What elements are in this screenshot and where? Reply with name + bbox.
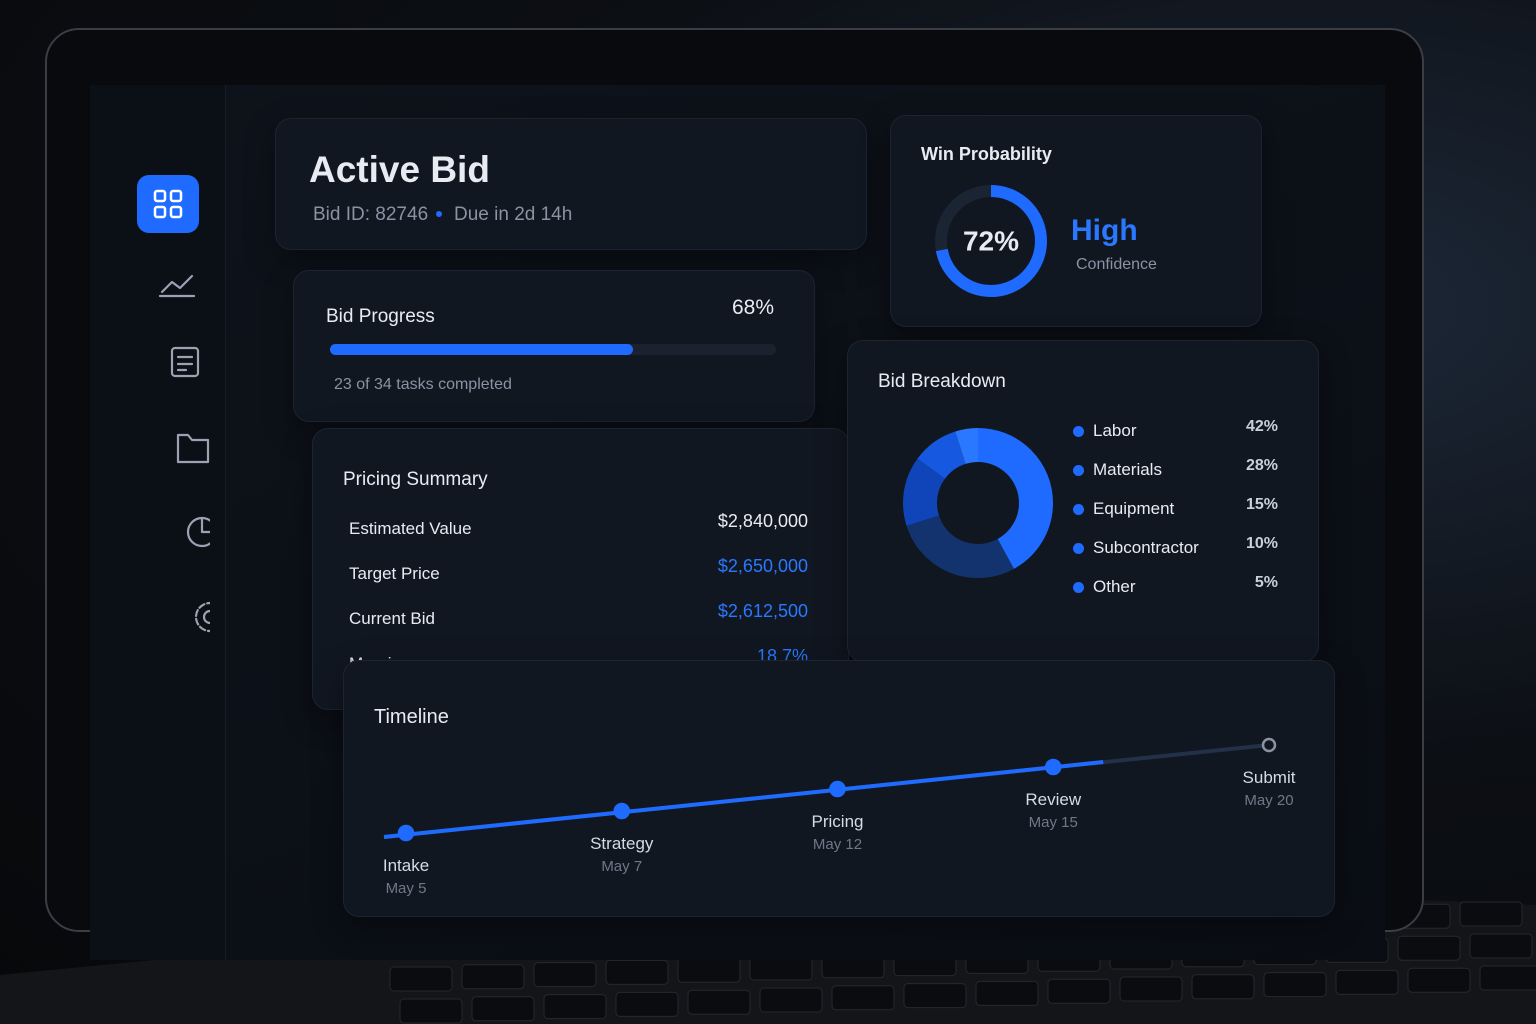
key (903, 983, 967, 1009)
key (1263, 972, 1327, 998)
card-title: Win Probability (921, 144, 1052, 164)
milestone-name: Submit (1243, 768, 1296, 787)
milestone-date: May 5 (386, 880, 427, 897)
page-title: Active Bid (309, 149, 490, 190)
key (1479, 965, 1536, 991)
donut-segment (903, 428, 1053, 578)
donut-segment (903, 428, 1053, 578)
legend-dot (1073, 465, 1084, 476)
key (1469, 933, 1533, 959)
header-card: Active Bid Bid ID: 82746 Due in 2d 14h (275, 118, 867, 250)
breakdown-donut (903, 428, 1053, 578)
key (975, 980, 1039, 1006)
milestone-date: May 20 (1244, 792, 1293, 809)
milestone-dot (1261, 737, 1277, 753)
milestone-name: Intake (383, 856, 429, 875)
key (533, 962, 597, 988)
nav-dashboard[interactable] (137, 175, 199, 233)
due-date: Due in 2d 14h (454, 204, 573, 225)
card-title: Bid Breakdown (878, 371, 1006, 392)
milestone-name: Strategy (590, 834, 654, 853)
key (677, 957, 741, 983)
sidebar (90, 85, 226, 960)
card-title: Bid Progress (326, 306, 435, 327)
key (1397, 935, 1461, 961)
key (615, 991, 679, 1017)
donut-segment (903, 428, 1053, 578)
legend-name: Labor (1093, 421, 1137, 440)
pricing-label: Estimated Value (349, 519, 472, 538)
pricing-label: Current Bid (349, 609, 435, 628)
key (1191, 974, 1255, 1000)
legend-name: Materials (1093, 460, 1162, 479)
key (461, 964, 525, 990)
key (1335, 969, 1399, 995)
win-probability-card: Win Probability 72% High Confidence (890, 115, 1262, 327)
legend-value: 10% (1245, 535, 1278, 552)
legend-value: 15% (1245, 496, 1278, 513)
screen: Active Bid Bid ID: 82746 Due in 2d 14h W… (90, 85, 1385, 960)
legend-value: 5% (1254, 574, 1278, 591)
confidence-caption: Confidence (1076, 256, 1157, 273)
progress-track (330, 344, 776, 355)
legend-value: 42% (1245, 418, 1278, 435)
timeline-track: Intake May 5 Strategy May 7 Pricing May 12 Rev… (383, 737, 1296, 897)
confidence-level: High (1071, 214, 1138, 247)
card-title: Pricing Summary (343, 469, 488, 490)
legend-value: 28% (1245, 457, 1278, 474)
win-donut: 72% (935, 185, 1047, 297)
key (1047, 978, 1111, 1004)
key (389, 966, 453, 992)
pricing-label: Target Price (349, 564, 440, 583)
key (1459, 901, 1523, 927)
key (543, 994, 607, 1020)
legend-name: Subcontractor (1093, 538, 1199, 557)
key (687, 989, 751, 1015)
milestone-date: May 12 (813, 836, 862, 853)
milestone-dot (613, 802, 630, 820)
legend-dot (1073, 426, 1084, 437)
bid-id: Bid ID: 82746 (313, 204, 429, 225)
legend-dot (1073, 543, 1084, 554)
pricing-value: $2,650,000 (717, 556, 808, 576)
milestone-date: May 15 (1029, 814, 1078, 831)
progress-caption: 23 of 34 tasks completed (334, 376, 512, 393)
legend-name: Equipment (1093, 499, 1175, 518)
progress-bar (330, 344, 634, 355)
milestone-dot (1045, 758, 1062, 776)
win-arc (935, 185, 1047, 297)
nav-icons[interactable] (150, 260, 210, 740)
milestone-dot (397, 824, 415, 842)
card-title: Timeline (374, 706, 449, 728)
breakdown-card: Bid Breakdown Labor 42% Materials 28% Equipm… (847, 340, 1319, 662)
timeline-card: Timeline Intake May 5 Strategy May 7 Pricing… (343, 660, 1335, 917)
key (399, 998, 463, 1024)
key (1119, 976, 1183, 1002)
timeline-done (383, 760, 1104, 839)
legend-name: Other (1093, 577, 1136, 596)
legend-dot (1073, 504, 1084, 515)
milestone-date: May 7 (601, 858, 642, 875)
milestone-name: Review (1025, 790, 1081, 809)
pricing-value: $2,612,500 (717, 601, 808, 621)
progress-value: 68% (731, 296, 774, 319)
win-value: 72% (963, 225, 1019, 256)
milestone-dot (829, 780, 846, 798)
legend-dot (1073, 582, 1084, 593)
icon-grid (153, 189, 183, 219)
key (1407, 967, 1471, 993)
key (605, 959, 669, 985)
key (471, 996, 535, 1022)
milestone-name: Pricing (812, 812, 864, 831)
key (831, 985, 895, 1011)
pricing-value: $2,840,000 (717, 511, 808, 531)
key (759, 987, 823, 1013)
separator-dot (436, 211, 442, 217)
progress-card: Bid Progress 68% 23 of 34 tasks complete… (293, 270, 815, 422)
